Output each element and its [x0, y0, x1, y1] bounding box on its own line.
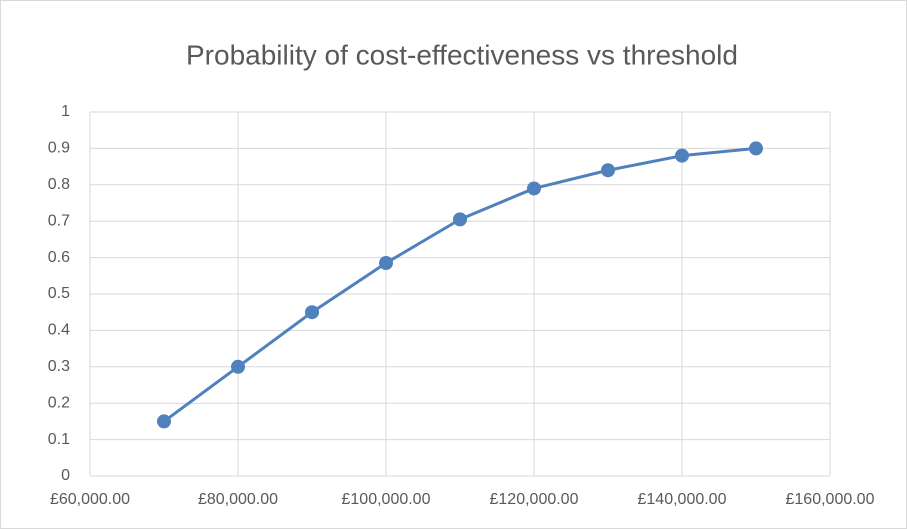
- data-point: [749, 141, 763, 156]
- x-tick-label: £160,000.00: [786, 491, 875, 508]
- y-tick-label: 0.6: [48, 249, 70, 266]
- x-tick-label: £100,000.00: [342, 491, 431, 508]
- data-point: [231, 359, 245, 374]
- data-point: [157, 414, 171, 429]
- y-tick-label: 1: [61, 103, 70, 120]
- y-tick-label: 0.9: [48, 140, 70, 157]
- x-tick-label: £120,000.00: [490, 491, 579, 508]
- y-tick-label: 0.5: [48, 285, 70, 302]
- data-point: [527, 181, 541, 196]
- data-point: [379, 256, 393, 271]
- x-tick-label: £60,000.00: [50, 491, 130, 508]
- chart-title: Probability of cost-effectiveness vs thr…: [186, 39, 738, 70]
- data-point: [675, 148, 689, 163]
- data-point: [453, 212, 467, 227]
- y-tick-label: 0.8: [48, 176, 70, 193]
- y-tick-label: 0: [61, 467, 70, 484]
- y-tick-label: 0.1: [48, 431, 70, 448]
- x-tick-label: £80,000.00: [198, 491, 278, 508]
- y-tick-label: 0.4: [48, 322, 70, 339]
- y-tick-label: 0.7: [48, 212, 70, 229]
- y-tick-label: 0.3: [48, 358, 70, 375]
- data-point: [305, 305, 319, 320]
- y-tick-label: 0.2: [48, 394, 70, 411]
- x-tick-label: £140,000.00: [638, 491, 727, 508]
- data-point: [601, 163, 615, 178]
